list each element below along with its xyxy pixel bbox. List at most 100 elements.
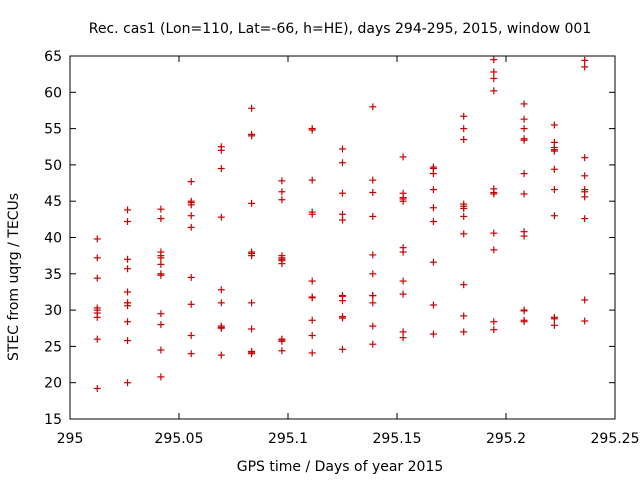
data-point bbox=[429, 258, 437, 266]
data-markers bbox=[93, 56, 589, 393]
data-point bbox=[581, 172, 589, 180]
data-point bbox=[217, 213, 225, 221]
data-point bbox=[490, 87, 498, 95]
data-point bbox=[308, 125, 316, 133]
data-point bbox=[124, 318, 132, 326]
data-point bbox=[278, 196, 286, 204]
data-point bbox=[217, 324, 225, 332]
data-point bbox=[124, 337, 132, 345]
data-point bbox=[278, 347, 286, 355]
data-point bbox=[369, 251, 377, 259]
data-point bbox=[581, 63, 589, 71]
data-point bbox=[429, 165, 437, 173]
data-point bbox=[460, 125, 468, 133]
data-point bbox=[581, 186, 589, 194]
data-point bbox=[490, 246, 498, 254]
data-point bbox=[520, 306, 528, 314]
data-point bbox=[187, 223, 195, 231]
x-tick-label: 295 bbox=[57, 431, 84, 447]
y-tick-label: 20 bbox=[44, 376, 62, 392]
data-point bbox=[217, 299, 225, 307]
data-point bbox=[460, 135, 468, 143]
data-point bbox=[248, 299, 256, 307]
axis-ticks: 295 295.05 295.1 295.15 295.2 295.25 15 20 25 30 3… bbox=[44, 49, 639, 447]
data-point bbox=[187, 332, 195, 340]
x-tick-label: 295.05 bbox=[155, 431, 204, 447]
data-point bbox=[339, 313, 346, 321]
data-point bbox=[124, 379, 132, 387]
data-point bbox=[124, 288, 132, 296]
data-point bbox=[278, 336, 286, 344]
data-point bbox=[339, 210, 346, 218]
data-point bbox=[520, 135, 528, 143]
data-point bbox=[490, 75, 498, 83]
data-point bbox=[93, 335, 101, 343]
data-point bbox=[187, 178, 195, 186]
y-tick-label: 45 bbox=[44, 194, 62, 210]
data-point bbox=[187, 201, 195, 209]
data-point bbox=[520, 170, 528, 178]
data-point bbox=[157, 310, 165, 318]
data-point bbox=[581, 154, 589, 162]
y-tick-label: 50 bbox=[44, 158, 62, 174]
data-point bbox=[157, 321, 165, 329]
data-point bbox=[308, 332, 316, 340]
x-tick-label: 295.2 bbox=[486, 431, 526, 447]
data-point bbox=[520, 115, 528, 123]
data-point bbox=[369, 322, 377, 330]
data-point bbox=[460, 112, 468, 120]
data-point bbox=[490, 326, 498, 334]
data-point bbox=[550, 165, 558, 173]
x-axis-title: GPS time / Days of year 2015 bbox=[237, 459, 444, 475]
x-tick-label: 295.25 bbox=[591, 431, 640, 447]
data-point bbox=[550, 212, 558, 220]
data-point bbox=[339, 189, 346, 197]
chart-title: Rec. cas1 (Lon=110, Lat=-66, h=HE), days… bbox=[89, 21, 591, 37]
data-point bbox=[124, 265, 132, 273]
data-point bbox=[550, 313, 558, 321]
data-point bbox=[124, 206, 132, 214]
data-point bbox=[550, 186, 558, 194]
data-point bbox=[157, 373, 165, 381]
data-point bbox=[581, 296, 589, 304]
data-point bbox=[308, 293, 316, 301]
data-point bbox=[187, 273, 195, 281]
data-point bbox=[490, 190, 498, 198]
data-point bbox=[248, 249, 256, 257]
data-point bbox=[187, 212, 195, 220]
data-point bbox=[93, 235, 101, 243]
data-point bbox=[429, 186, 437, 194]
data-point bbox=[157, 346, 165, 354]
data-point bbox=[460, 312, 468, 320]
data-point bbox=[157, 205, 165, 213]
data-point bbox=[308, 277, 316, 285]
data-point bbox=[490, 68, 498, 76]
data-point bbox=[308, 208, 316, 216]
data-point bbox=[581, 56, 589, 64]
y-axis-title: STEC from uqrg / TECUs bbox=[6, 193, 22, 361]
data-point bbox=[217, 165, 225, 173]
data-point bbox=[157, 270, 165, 278]
data-point bbox=[490, 229, 498, 237]
data-point bbox=[369, 270, 377, 278]
data-point bbox=[490, 56, 498, 64]
data-point bbox=[93, 274, 101, 282]
data-point bbox=[278, 188, 286, 196]
data-point bbox=[581, 215, 589, 223]
data-point bbox=[217, 143, 225, 151]
data-point bbox=[460, 202, 468, 210]
data-point bbox=[278, 177, 286, 185]
data-point bbox=[520, 190, 528, 198]
data-point bbox=[369, 212, 377, 220]
data-point bbox=[520, 125, 528, 133]
data-point bbox=[157, 252, 165, 260]
data-point bbox=[550, 321, 558, 329]
x-tick-label: 295.15 bbox=[373, 431, 422, 447]
data-point bbox=[490, 318, 498, 326]
data-point bbox=[157, 260, 165, 268]
data-point bbox=[124, 255, 132, 263]
data-point bbox=[520, 228, 528, 236]
data-point bbox=[308, 176, 316, 184]
data-point bbox=[520, 316, 528, 324]
